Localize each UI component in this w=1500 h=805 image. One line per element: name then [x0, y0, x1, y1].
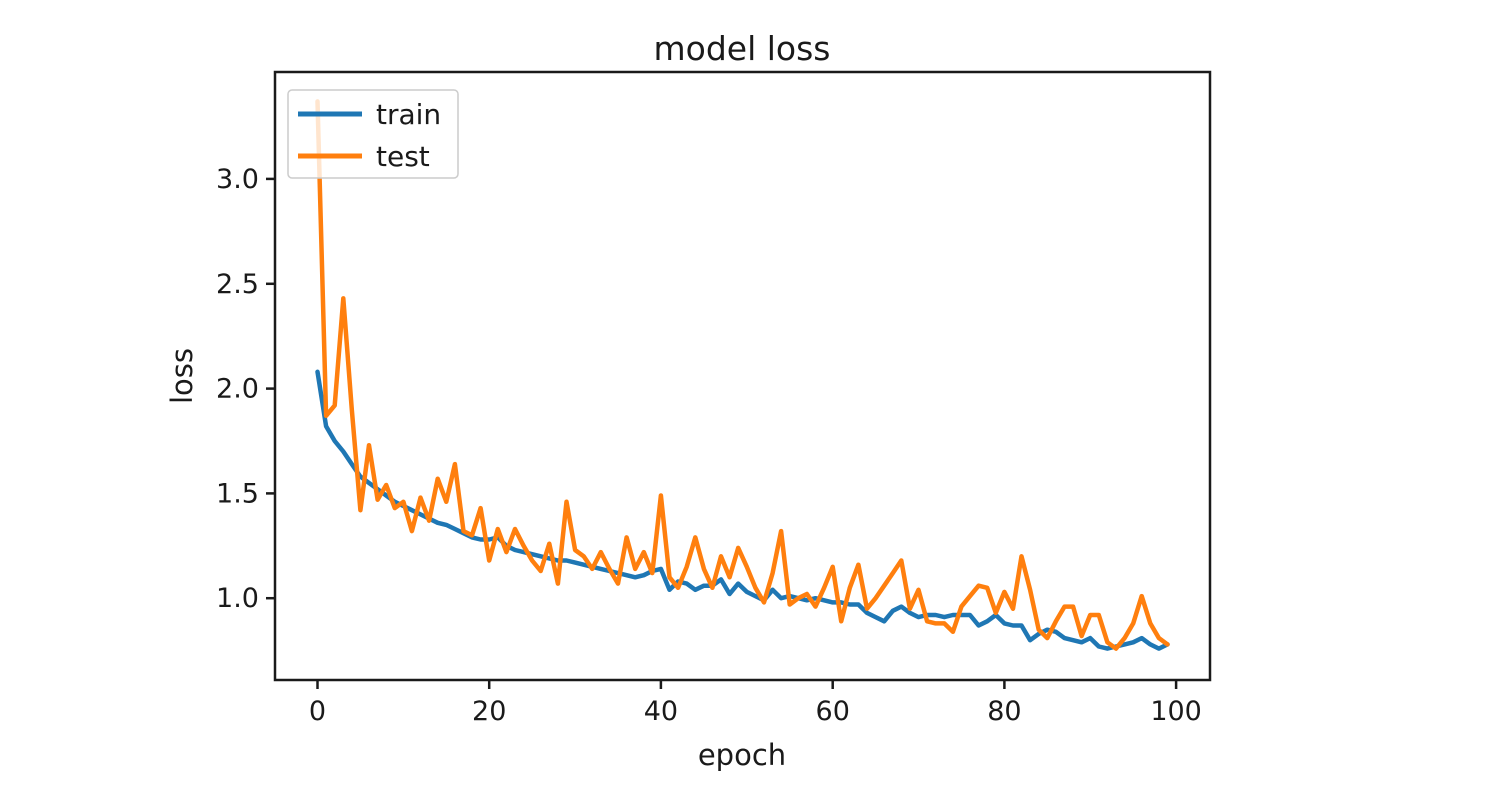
x-tick-label: 100 [1150, 696, 1202, 727]
y-tick-label: 3.0 [216, 164, 259, 195]
x-tick-label: 0 [309, 696, 326, 727]
x-tick-label: 60 [816, 696, 850, 727]
x-tick-label: 20 [472, 696, 506, 727]
y-tick-label: 1.0 [216, 583, 259, 614]
x-axis-label: epoch [698, 738, 786, 772]
legend-train-label: train [376, 98, 441, 131]
test-line [315, 99, 1170, 651]
y-tick-label: 1.5 [216, 478, 259, 509]
y-axis-label: loss [165, 348, 199, 404]
legend: train test [287, 89, 459, 179]
legend-test-label: test [376, 140, 430, 173]
plot-area [273, 70, 1212, 682]
x-axis-ticks: 0 20 40 60 80 100 [309, 680, 1202, 727]
x-tick-label: 80 [987, 696, 1021, 727]
y-tick-label: 2.5 [216, 269, 259, 300]
chart-title: model loss [654, 29, 831, 68]
y-tick-label: 2.0 [216, 374, 259, 405]
train-line [315, 369, 1170, 651]
x-tick-label: 40 [644, 696, 678, 727]
plot-series [315, 99, 1170, 651]
y-axis-ticks: 1.0 1.5 2.0 2.5 3.0 [216, 164, 275, 614]
